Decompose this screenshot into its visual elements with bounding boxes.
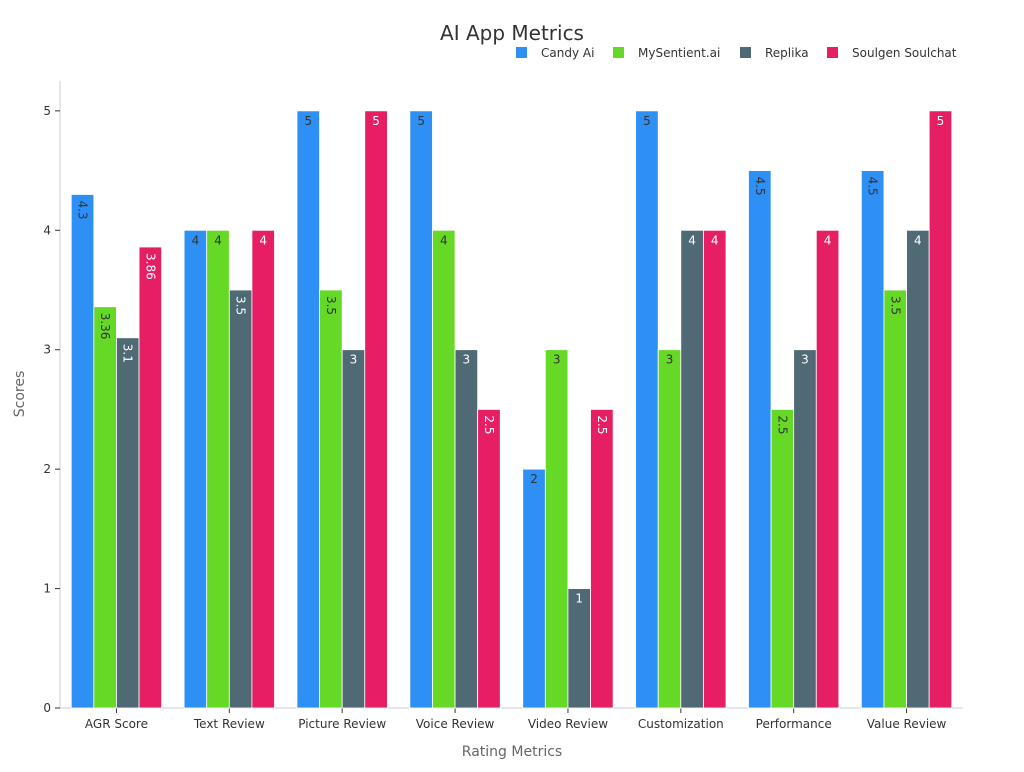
data-label: 5 — [643, 114, 651, 128]
x-tick-label: Performance — [756, 717, 832, 731]
legend-item: Soulgen Soulchat — [827, 46, 957, 60]
chart-title: AI App Metrics — [440, 21, 584, 45]
bar — [770, 409, 795, 709]
bar — [477, 409, 501, 709]
x-tick-label: Video Review — [528, 717, 608, 731]
bar — [590, 409, 614, 709]
data-label: 1 — [575, 592, 583, 606]
y-tick-label: 5 — [43, 104, 51, 118]
data-label: 4 — [214, 233, 222, 247]
bar — [70, 194, 95, 709]
data-label: 3 — [801, 353, 809, 367]
y-axis-label: Scores — [12, 371, 28, 418]
bar — [183, 229, 208, 709]
bar — [251, 229, 275, 709]
data-label: 3.5 — [234, 296, 248, 315]
x-tick-label: Customization — [638, 717, 724, 731]
bar — [364, 110, 388, 709]
data-label: 3.5 — [324, 296, 338, 315]
bar — [522, 468, 546, 709]
bar — [657, 349, 682, 709]
bar — [228, 289, 253, 709]
bar — [454, 349, 479, 709]
bar — [296, 110, 320, 709]
bar — [319, 289, 343, 709]
y-tick-label: 2 — [43, 462, 51, 476]
data-label: 4 — [914, 233, 922, 247]
data-label: 5 — [304, 114, 312, 128]
legend: Candy Ai MySentient.ai Replika Soulgen Soul… — [516, 46, 957, 60]
bar — [409, 110, 433, 709]
data-label: 4 — [192, 233, 200, 247]
bar — [341, 349, 366, 709]
bar — [928, 110, 953, 709]
data-label: 5 — [937, 114, 945, 128]
data-label: 3 — [350, 353, 358, 367]
data-label: 2 — [530, 472, 538, 486]
y-tick-label: 3 — [43, 343, 51, 357]
legend-swatch — [827, 47, 838, 58]
data-label: 4 — [688, 233, 696, 247]
data-label: 4 — [440, 233, 448, 247]
data-label: 4 — [259, 233, 267, 247]
bar — [748, 170, 772, 709]
bar — [93, 306, 117, 709]
data-label: 3.36 — [98, 313, 112, 340]
legend-swatch — [613, 47, 624, 58]
x-tick-label: Picture Review — [298, 717, 386, 731]
data-label: 5 — [372, 114, 380, 128]
bar — [206, 229, 230, 709]
legend-swatch — [740, 47, 751, 58]
data-label: 3 — [463, 353, 471, 367]
bar — [680, 229, 704, 709]
bar — [906, 229, 930, 709]
bar — [116, 337, 140, 709]
data-label: 4 — [711, 233, 719, 247]
data-label: 3 — [666, 353, 674, 367]
bar — [432, 229, 456, 709]
x-tick-label: AGR Score — [85, 717, 148, 731]
x-tick-label: Voice Review — [416, 717, 495, 731]
x-tick-label: Text Review — [193, 717, 265, 731]
bar — [815, 229, 840, 709]
legend-label: Candy Ai — [541, 46, 594, 60]
bar — [703, 229, 727, 709]
data-label: 2.5 — [482, 415, 496, 434]
legend-label: Replika — [765, 46, 809, 60]
data-label: 3.1 — [121, 344, 135, 363]
data-label: 4.5 — [753, 177, 767, 196]
legend-swatch — [516, 47, 527, 58]
data-label: 2.5 — [775, 415, 789, 434]
bar — [635, 110, 659, 709]
bar — [793, 349, 817, 709]
x-tick-label: Value Review — [867, 717, 947, 731]
bar — [860, 170, 885, 709]
data-label: 5 — [417, 114, 425, 128]
bar — [567, 588, 591, 709]
data-label: 4.5 — [866, 177, 880, 196]
y-tick-label: 0 — [43, 701, 51, 715]
y-tick-label: 1 — [43, 582, 51, 596]
bar — [883, 289, 907, 709]
legend-item: MySentient.ai — [613, 46, 720, 60]
data-label: 3 — [553, 353, 561, 367]
bar — [544, 349, 569, 709]
data-label: 3.86 — [143, 253, 157, 280]
data-label: 4.3 — [76, 200, 90, 219]
y-tick-label: 4 — [43, 223, 51, 237]
legend-label: MySentient.ai — [638, 46, 720, 60]
x-axis-label: Rating Metrics — [462, 744, 562, 760]
bar — [138, 246, 163, 709]
data-label: 3.5 — [888, 296, 902, 315]
plot-area: 0 1 2 3 4 5 AGR Score 4.3 3.36 3.1 3.86 Text Review… — [43, 81, 963, 731]
data-label: 4 — [824, 233, 832, 247]
legend-item: Replika — [740, 46, 809, 60]
data-label: 2.5 — [595, 415, 609, 434]
legend-label: Soulgen Soulchat — [852, 46, 957, 60]
legend-item: Candy Ai — [516, 46, 594, 60]
